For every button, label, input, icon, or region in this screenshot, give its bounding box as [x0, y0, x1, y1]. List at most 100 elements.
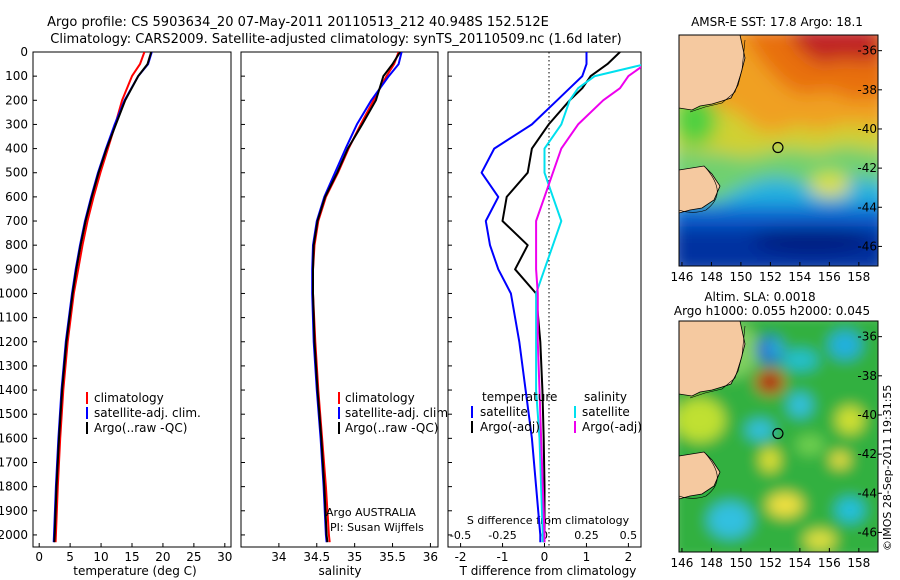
series-line-climatology — [54, 52, 146, 543]
map-y-tick-label: -36 — [857, 44, 877, 58]
depth-tick-label: 1800 — [0, 480, 28, 494]
imos-timestamp: ©IMOS 28-Sep-2011 19:31:55 — [881, 385, 894, 551]
map-x-tick-label: 148 — [700, 270, 723, 284]
salinity-x-ticks: 34 34.5 35 35.5 36 — [271, 543, 438, 564]
salinity-panel: 34 34.5 35 35.5 36 salinity climatology sate… — [240, 51, 452, 578]
salinity-legend: climatology satellite-adj. clim. Argo(..… — [338, 391, 452, 435]
map-y-tick-label: -46 — [857, 525, 877, 539]
series-line-salinity-argo-adj- — [535, 65, 641, 543]
depth-tick-label: 1700 — [0, 455, 28, 469]
sla-map-title-line2: Argo h1000: 0.055 h2000: 0.045 — [674, 304, 870, 318]
x-tick-label: 34.5 — [303, 550, 330, 564]
sla-map-frame — [678, 320, 879, 553]
x-tick-label: 35.5 — [379, 550, 406, 564]
x-tick-label: 1 — [583, 550, 591, 564]
difference-legend: temperature salinity satellite Argo(-adj… — [471, 390, 642, 434]
depth-tick-label: 1300 — [0, 359, 28, 373]
sla-argo-marker — [772, 427, 784, 440]
depth-tick-label: 1000 — [0, 286, 28, 300]
sla-map-panel: Altim. SLA: 0.0018 Argo h1000: 0.055 h20… — [670, 290, 882, 570]
legend-label-satellite: satellite-adj. clim. — [94, 406, 201, 420]
x-tick-label: 34 — [271, 550, 286, 564]
map-x-tick-label: 158 — [847, 556, 870, 570]
x-tick-label: 20 — [155, 550, 170, 564]
temperature-lines — [52, 52, 153, 543]
sla-x-ticks: 146 148 150 152 154 156 158 — [670, 548, 870, 570]
sla-map-title-line1: Altim. SLA: 0.0018 — [704, 290, 815, 304]
map-x-tick-label: 156 — [818, 556, 841, 570]
depth-tick-label: 0 — [20, 45, 28, 59]
salinity-diff-tick-label: 0.5 — [620, 529, 638, 542]
map-y-tick-label: -44 — [857, 486, 877, 500]
sst-depth-contour — [689, 39, 746, 113]
temperature-panel: 0100200300400500600700800900100011001200… — [0, 45, 232, 578]
difference-lines — [480, 52, 641, 543]
legend-label-temp-argo: Argo(-adj) — [480, 420, 540, 434]
salinity-lines — [311, 52, 403, 543]
map-y-tick-label: -38 — [857, 83, 877, 97]
x-tick-label: -1 — [497, 550, 509, 564]
depth-tick-label: 600 — [5, 190, 28, 204]
credit-line1: Argo AUSTRALIA — [326, 506, 416, 519]
depth-tick-label: 500 — [5, 166, 28, 180]
map-x-tick-label: 148 — [700, 556, 723, 570]
sst-argo-marker — [772, 141, 784, 154]
series-line-temperature-satellite — [480, 52, 588, 543]
depth-tick-label: 100 — [5, 69, 28, 83]
difference-panel: -2 -1 0 1 2 -0.5 -0.25 0 0.25 0.5 S difference f… — [447, 51, 642, 578]
x-tick-label: 36 — [423, 550, 438, 564]
map-y-tick-label: -40 — [857, 122, 877, 136]
map-y-tick-label: -44 — [857, 200, 877, 214]
legend-label-sal-argo: Argo(-adj) — [582, 420, 642, 434]
map-x-tick-label: 158 — [847, 270, 870, 284]
map-x-tick-label: 146 — [670, 556, 693, 570]
map-x-tick-label: 150 — [729, 270, 752, 284]
depth-tick-label: 800 — [5, 238, 28, 252]
depth-tick-label: 1100 — [0, 311, 28, 325]
x-tick-label: 10 — [93, 550, 108, 564]
x-tick-label: 25 — [186, 550, 201, 564]
legend-label-temp-satellite: satellite — [480, 405, 528, 419]
map-y-tick-label: -42 — [857, 447, 877, 461]
legend-label-sal-satellite: satellite — [582, 405, 630, 419]
sst-map-title: AMSR-E SST: 17.8 Argo: 18.1 — [691, 15, 863, 29]
sst-x-ticks: 146 148 150 152 154 156 158 — [670, 262, 870, 284]
series-line-salinity-satellite — [535, 64, 641, 543]
salinity-diff-tick-label: -0.25 — [488, 529, 516, 542]
sst-y-ticks: -36 -38 -40 -42 -44 -46 — [857, 44, 882, 253]
credit-line2: PI: Susan Wijffels — [330, 521, 424, 534]
series-line-argo-raw-qc- — [312, 52, 401, 543]
figure-title-line1: Argo profile: CS 5903634_20 07-May-2011 … — [47, 15, 549, 30]
difference-x-ticks: -2 -1 0 1 2 — [455, 543, 633, 564]
legend-title-temperature: temperature — [482, 390, 557, 404]
legend-label-climatology: climatology — [345, 391, 415, 405]
depth-tick-label: 2000 — [0, 528, 28, 542]
depth-tick-label: 900 — [5, 262, 28, 276]
map-y-tick-label: -36 — [857, 330, 877, 344]
map-x-tick-label: 150 — [729, 556, 752, 570]
map-x-tick-label: 156 — [818, 270, 841, 284]
temperature-x-ticks: 0 5 10 15 20 25 30 — [35, 543, 232, 564]
salinity-y-minor-ticks — [241, 51, 245, 536]
x-tick-label: 35 — [347, 550, 362, 564]
depth-tick-label: 700 — [5, 214, 28, 228]
x-tick-label: 0 — [541, 550, 549, 564]
legend-label-argo: Argo(..raw -QC) — [94, 421, 187, 435]
x-tick-label: 2 — [625, 550, 633, 564]
x-tick-label: 15 — [124, 550, 139, 564]
sst-map-panel: AMSR-E SST: 17.8 Argo: 18.1 146 148 — [670, 15, 882, 284]
map-x-tick-label: 154 — [788, 556, 811, 570]
sla-land-mainland — [679, 321, 746, 397]
legend-label-argo: Argo(..raw -QC) — [345, 421, 438, 435]
legend-title-salinity: salinity — [584, 390, 627, 404]
depth-tick-label: 1600 — [0, 431, 28, 445]
series-line-argo-raw-qc- — [53, 52, 153, 543]
map-x-tick-label: 146 — [670, 270, 693, 284]
x-tick-label: 30 — [217, 550, 232, 564]
figure-title-line2: Climatology: CARS2009. Satellite-adjuste… — [50, 32, 622, 47]
depth-tick-label: 400 — [5, 142, 28, 156]
depth-tick-labels: 0 100 200 300 400 500 600 700 800 900 1000 1100 1200… — [0, 45, 37, 542]
depth-tick-label: 1200 — [0, 335, 28, 349]
map-y-tick-label: -40 — [857, 408, 877, 422]
